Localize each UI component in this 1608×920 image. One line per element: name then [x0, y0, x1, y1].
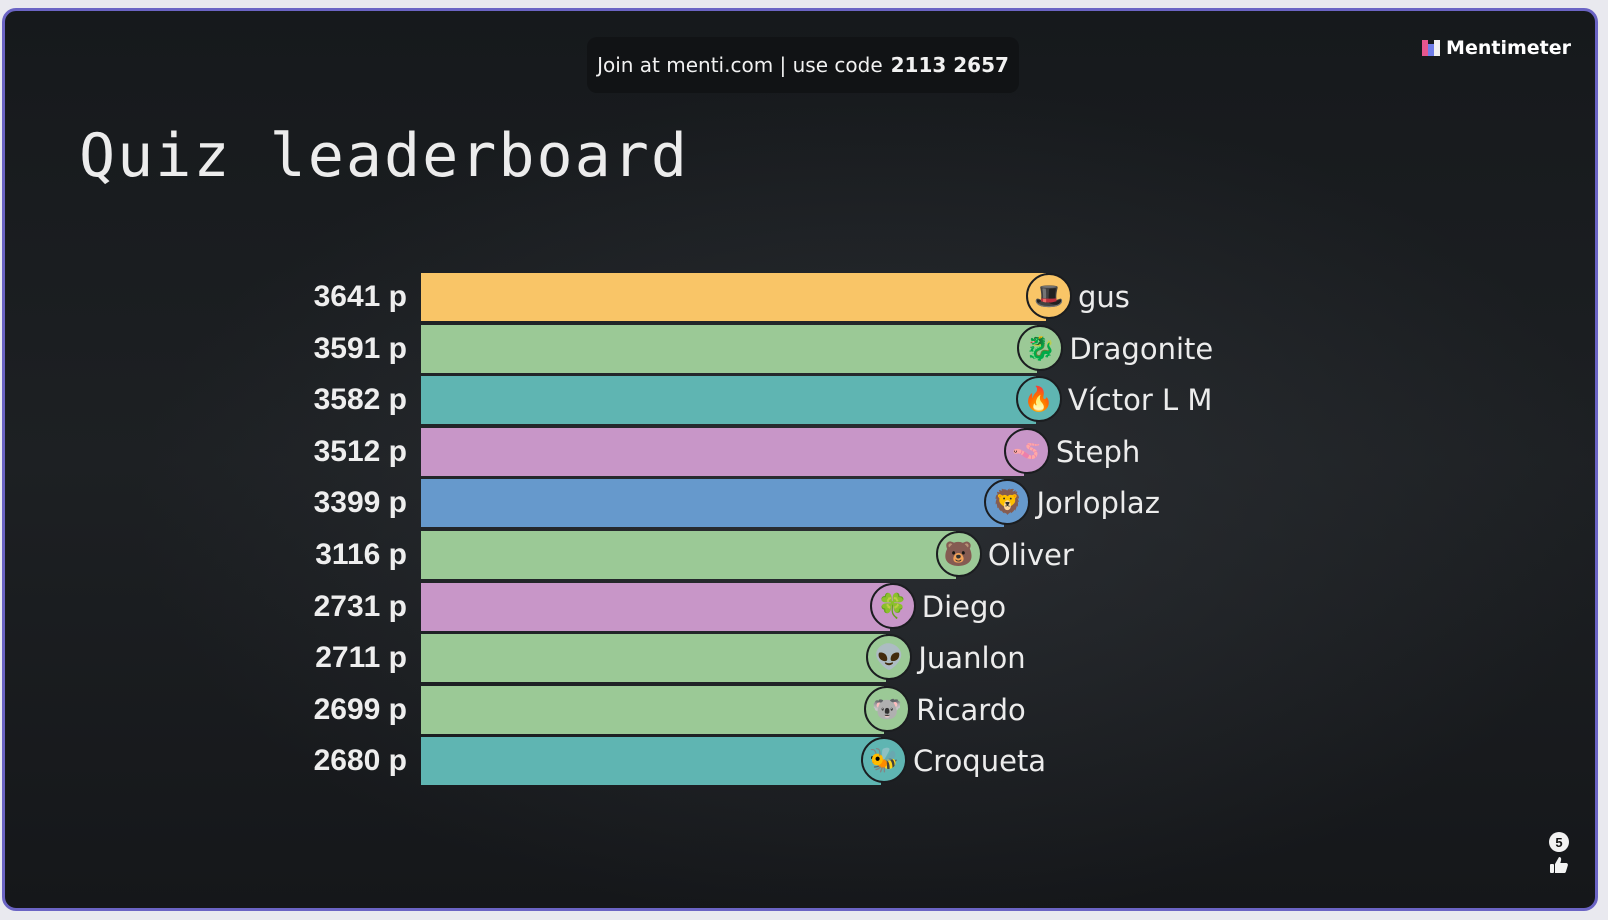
score-bar: [421, 427, 1024, 476]
bear-icon: 🐻: [935, 531, 982, 577]
score-bar: [421, 376, 1036, 425]
score-label: 2711 p: [315, 641, 407, 675]
dragon-icon: 🐉: [1017, 324, 1064, 371]
lion-icon: 🦁: [984, 479, 1031, 526]
mentimeter-logo-icon: [1422, 40, 1441, 56]
four-leaf-clover-icon: 🍀: [869, 582, 916, 629]
score-bar: [421, 273, 1046, 321]
presentation-frame: Join at menti.com | use code 2113 2657 M…: [2, 8, 1598, 911]
score-label: 3512 p: [313, 434, 407, 468]
score-label: 3641 p: [313, 280, 407, 313]
slide-title: Quiz leaderboard: [79, 121, 689, 191]
score-bar: [421, 737, 882, 786]
player-name: Dragonite: [1069, 331, 1214, 366]
mentimeter-brand: Mentimeter: [1422, 37, 1571, 59]
brand-name: Mentimeter: [1446, 37, 1571, 59]
score-label: 2699 p: [313, 692, 407, 726]
leaderboard-row: 2731 p 🍀 Diego: [5, 582, 1595, 631]
score-bar: [421, 582, 890, 631]
leaderboard-row: 2699 p 🐨 Ricardo: [5, 685, 1595, 734]
score-bar: [421, 531, 956, 579]
leaderboard-row: 3512 p 🪱 Steph: [5, 427, 1595, 476]
score-label: 3116 p: [315, 538, 407, 571]
join-instructions: Join at menti.com | use code 2113 2657: [587, 37, 1019, 93]
score-label: 2680 p: [313, 744, 407, 778]
join-text: Join at menti.com | use code: [597, 53, 883, 77]
bee-icon: 🐝: [861, 737, 908, 784]
leaderboard-chart: 3641 p 🎩 gus 3591 p 🐉 Dragonite 3582 p 🔥 Víctor …: [5, 11, 1595, 908]
player-name: Víctor L M: [1067, 383, 1213, 418]
leaderboard-row: 3591 p 🐉 Dragonite: [5, 324, 1595, 373]
top-hat-icon: 🎩: [1026, 273, 1072, 319]
fire-icon: 🔥: [1015, 376, 1062, 423]
player-name: Jorloplaz: [1036, 486, 1160, 521]
player-name: Croqueta: [913, 744, 1047, 779]
leaderboard-row: 3641 p 🎩 gus: [5, 273, 1595, 321]
player-name: Oliver: [987, 538, 1074, 572]
alien-icon: 👽: [866, 634, 913, 681]
player-name: Diego: [921, 589, 1007, 624]
worm-icon: 🪱: [1003, 427, 1050, 474]
player-name: Steph: [1055, 434, 1141, 469]
player-name: gus: [1078, 280, 1130, 314]
score-label: 3399 p: [313, 486, 407, 520]
score-label: 3582 p: [313, 383, 407, 417]
score-bar: [421, 479, 1005, 528]
score-label: 3591 p: [313, 331, 407, 365]
player-name: Juanlon: [918, 641, 1026, 676]
score-bar: [421, 634, 887, 683]
thumbs-up-icon[interactable]: [1549, 856, 1569, 874]
player-name: Ricardo: [916, 692, 1026, 727]
reaction-count: 5: [1549, 832, 1569, 852]
leaderboard-row: 2711 p 👽 Juanlon: [5, 634, 1595, 683]
leaderboard-row: 3116 p 🐻 Oliver: [5, 531, 1595, 579]
score-label: 2731 p: [313, 589, 407, 623]
koala-icon: 🐨: [864, 685, 911, 732]
score-bar: [421, 324, 1038, 373]
score-bar: [421, 685, 885, 734]
leaderboard-row: 3399 p 🦁 Jorloplaz: [5, 479, 1595, 528]
leaderboard-row: 2680 p 🐝 Croqueta: [5, 737, 1595, 786]
reactions[interactable]: 5: [1549, 832, 1569, 874]
join-code: 2113 2657: [890, 53, 1009, 77]
leaderboard-row: 3582 p 🔥 Víctor L M: [5, 376, 1595, 425]
